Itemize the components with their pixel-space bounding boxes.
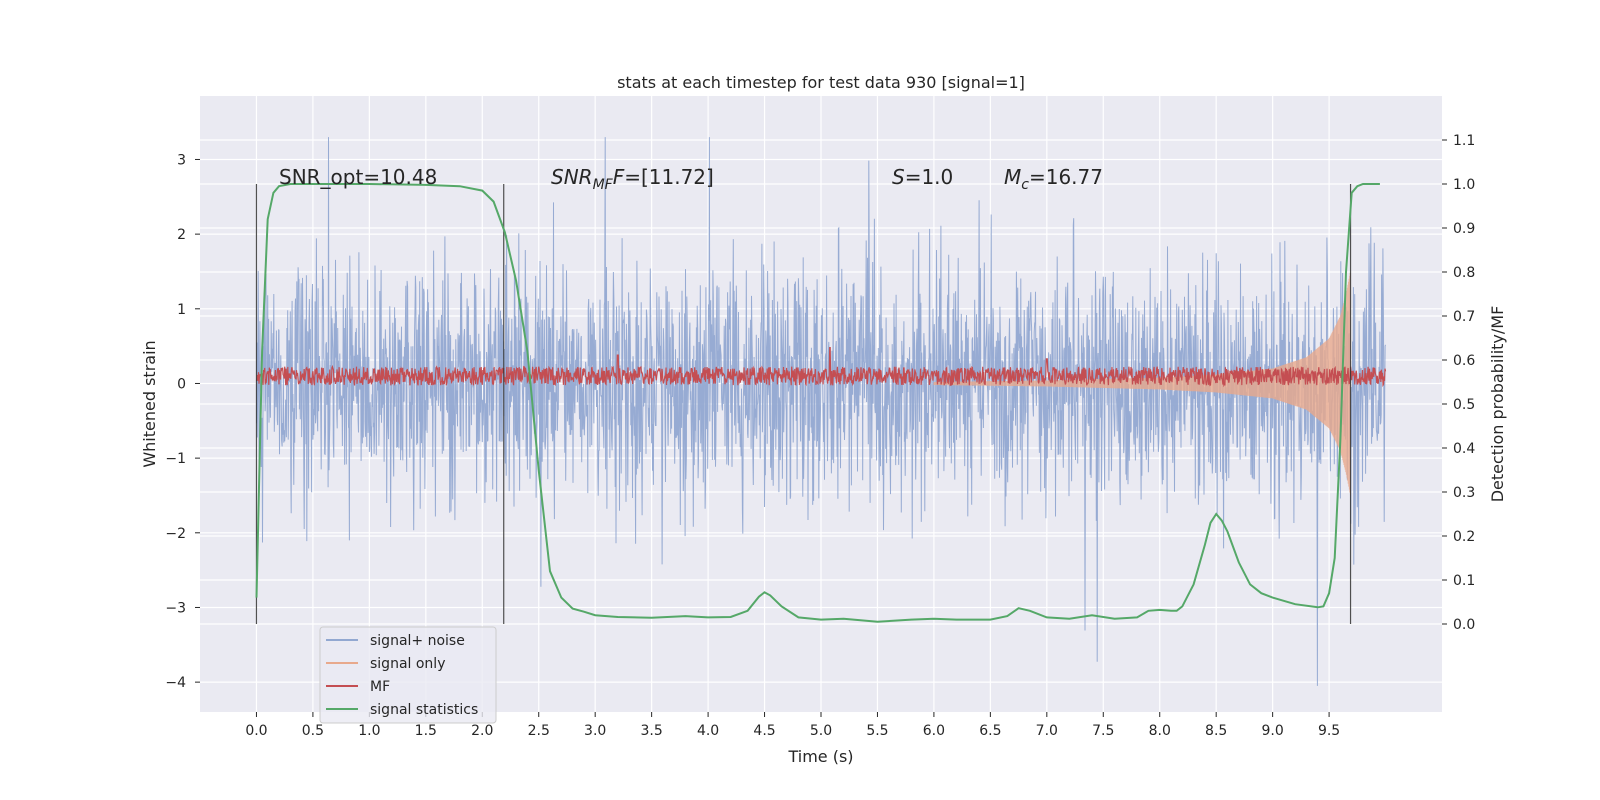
signal-statistics-series	[255, 183, 1380, 623]
y-right-tick-label-7: 0.7	[1453, 309, 1475, 325]
annotation-snr-opt: SNR_opt=10.48	[279, 165, 437, 189]
annotation-s-value: =1.0	[905, 165, 954, 189]
y-right-tick-label-3: 0.3	[1453, 485, 1475, 501]
y-tick-label-3: −1	[165, 451, 186, 467]
y-right-tick-label-6: 0.6	[1453, 353, 1475, 369]
mf-series	[255, 347, 1387, 388]
annotation-s-label: S	[892, 165, 905, 189]
y-right-tick-label-4: 0.4	[1453, 441, 1475, 457]
x-tick-label-9: 4.5	[753, 723, 775, 739]
annotation-snr-mf-f: F	[613, 165, 625, 189]
y-tick-label-4: 0	[177, 376, 186, 392]
x-tick-label-11: 5.5	[866, 723, 888, 739]
x-tick-label-3: 1.5	[415, 723, 437, 739]
x-tick-label-2: 1.0	[358, 723, 380, 739]
legend-box	[319, 626, 497, 724]
x-tick-label-6: 3.0	[584, 723, 606, 739]
annotation-mc-sub: c	[1021, 177, 1029, 193]
x-tick-label-15: 7.5	[1092, 723, 1114, 739]
x-tick-label-5: 2.5	[528, 723, 550, 739]
annotation-snr-mf-value: =[11.72]	[624, 165, 714, 189]
y-tick-label-6: 2	[177, 227, 186, 243]
annotation-mc-value: =16.77	[1029, 165, 1103, 189]
y-right-tick-label-10: 1.0	[1453, 177, 1475, 193]
annotation-snr-mf: SNRMFF=[11.72]	[551, 165, 714, 193]
x-tick-label-0: 0.0	[245, 723, 267, 739]
ticks: 0.0 0.5 1.0 1.5 2.0 2.5 3.0 3.5 4.0 4.5 5.0 5.5 6.0 6…	[165, 133, 1475, 739]
legend-label-signal-only: signal only	[370, 656, 445, 672]
y-tick-label-2: −2	[165, 526, 186, 542]
legend: signal+ noise signal only MF signal stat…	[319, 626, 497, 724]
y-tick-label-1: −3	[165, 600, 186, 616]
y-right-tick-label-1: 0.1	[1453, 573, 1475, 589]
y-right-tick-label-8: 0.8	[1453, 265, 1475, 281]
y-right-tick-label-5: 0.5	[1453, 397, 1475, 413]
x-tick-label-7: 3.5	[641, 723, 663, 739]
y-axis-right-label: Detection probability/MF	[1488, 306, 1507, 503]
y-tick-label-5: 1	[177, 302, 186, 318]
y-right-tick-label-2: 0.2	[1453, 529, 1475, 545]
x-tick-label-16: 8.0	[1149, 723, 1171, 739]
x-tick-label-1: 0.5	[302, 723, 324, 739]
signal-statistics-line	[255, 183, 1380, 623]
signal-noise-line	[256, 137, 1386, 686]
legend-label-signal-statistics: signal statistics	[370, 702, 478, 718]
legend-label-mf: MF	[370, 679, 390, 695]
x-tick-label-8: 4.0	[697, 723, 719, 739]
y-right-tick-label-11: 1.1	[1453, 133, 1475, 149]
x-tick-label-17: 8.5	[1205, 723, 1227, 739]
annotation-s: S=1.0	[892, 165, 953, 189]
y-tick-label-0: −4	[165, 675, 186, 691]
annotation-snr-mf-label: SNR	[551, 165, 593, 189]
signal-noise-series	[256, 137, 1386, 686]
x-tick-label-19: 9.5	[1318, 723, 1340, 739]
chart-title: stats at each timestep for test data 930…	[617, 73, 1025, 92]
y-axis-label: Whitened strain	[140, 340, 159, 467]
legend-label-signal-noise: signal+ noise	[370, 633, 465, 649]
annotation-snr-mf-sub: MF	[593, 177, 614, 193]
x-tick-label-13: 6.5	[979, 723, 1001, 739]
mf-line	[255, 347, 1387, 388]
y-right-tick-label-9: 0.9	[1453, 221, 1475, 237]
y-tick-label-7: 3	[177, 152, 186, 168]
x-axis-label: Time (s)	[787, 747, 853, 766]
y-right-tick-label-0: 0.0	[1453, 617, 1475, 633]
annotation-mc: Mc=16.77	[1004, 165, 1103, 193]
x-tick-label-10: 5.0	[810, 723, 832, 739]
x-tick-label-14: 7.0	[1036, 723, 1058, 739]
vertical-markers	[255, 184, 1352, 624]
x-tick-label-12: 6.0	[923, 723, 945, 739]
annotation-mc-label: M	[1004, 165, 1021, 189]
x-tick-label-18: 9.0	[1262, 723, 1284, 739]
x-tick-label-4: 2.0	[471, 723, 493, 739]
